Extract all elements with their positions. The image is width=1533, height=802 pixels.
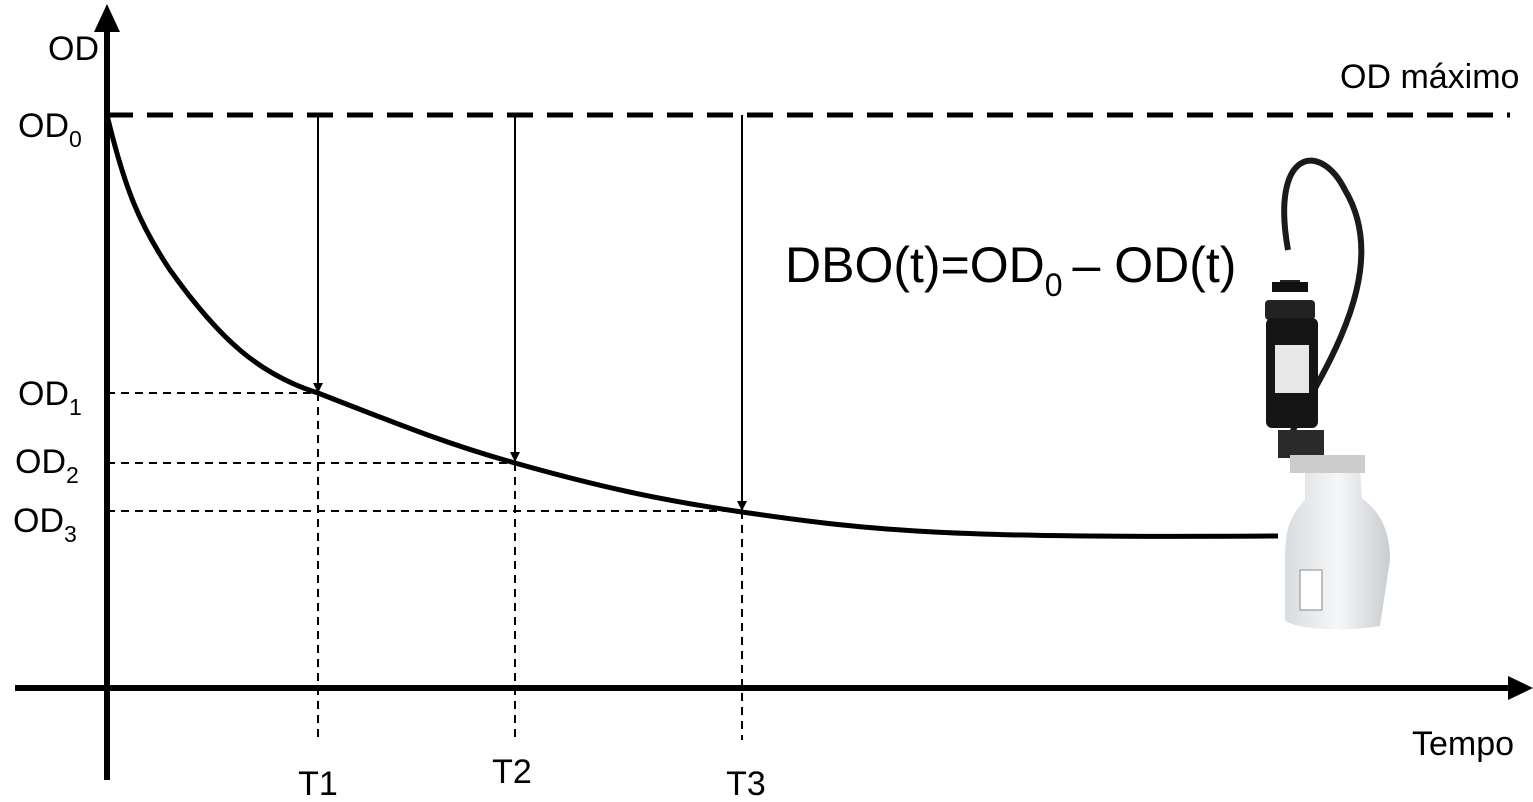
level-base: OD bbox=[18, 375, 69, 413]
time-label: T3 bbox=[726, 765, 766, 802]
level-sub: 3 bbox=[64, 521, 77, 547]
level-label: OD3 bbox=[13, 502, 77, 547]
time-label: T2 bbox=[492, 753, 532, 791]
probe-photo bbox=[1265, 157, 1390, 630]
level-label: OD0 bbox=[18, 107, 82, 152]
level-sub: 0 bbox=[69, 126, 82, 152]
level-sub: 2 bbox=[66, 462, 79, 488]
probe-neck bbox=[1265, 300, 1315, 320]
strain-relief bbox=[1272, 282, 1308, 292]
level-label: OD1 bbox=[18, 375, 82, 420]
bottle-label bbox=[1299, 569, 1323, 611]
formula: DBO(t)=OD0 – OD(t) bbox=[785, 237, 1236, 303]
level-sub: 1 bbox=[69, 394, 82, 420]
level-base: OD bbox=[13, 502, 64, 540]
formula-sub: 0 bbox=[1045, 267, 1063, 303]
level-label: OD2 bbox=[15, 443, 79, 488]
x-axis-label: Tempo bbox=[1412, 725, 1514, 763]
level-base: OD bbox=[15, 443, 66, 481]
y-axis-label: OD bbox=[48, 30, 99, 68]
max-label: OD máximo bbox=[1340, 58, 1519, 96]
decay-curve bbox=[104, 114, 1279, 539]
probe-collar bbox=[1278, 430, 1324, 458]
y-arrow bbox=[94, 4, 120, 32]
demand-arrows bbox=[313, 115, 747, 511]
guides bbox=[107, 392, 743, 740]
formula-rhs: – OD(t) bbox=[1073, 237, 1237, 293]
time-label: T1 bbox=[298, 765, 338, 802]
x-arrow bbox=[1508, 676, 1533, 700]
level-base: OD bbox=[18, 107, 69, 145]
probe-label bbox=[1275, 345, 1309, 393]
bottle-neck bbox=[1290, 455, 1365, 473]
formula-lhs: DBO(t)=OD bbox=[785, 237, 1045, 293]
